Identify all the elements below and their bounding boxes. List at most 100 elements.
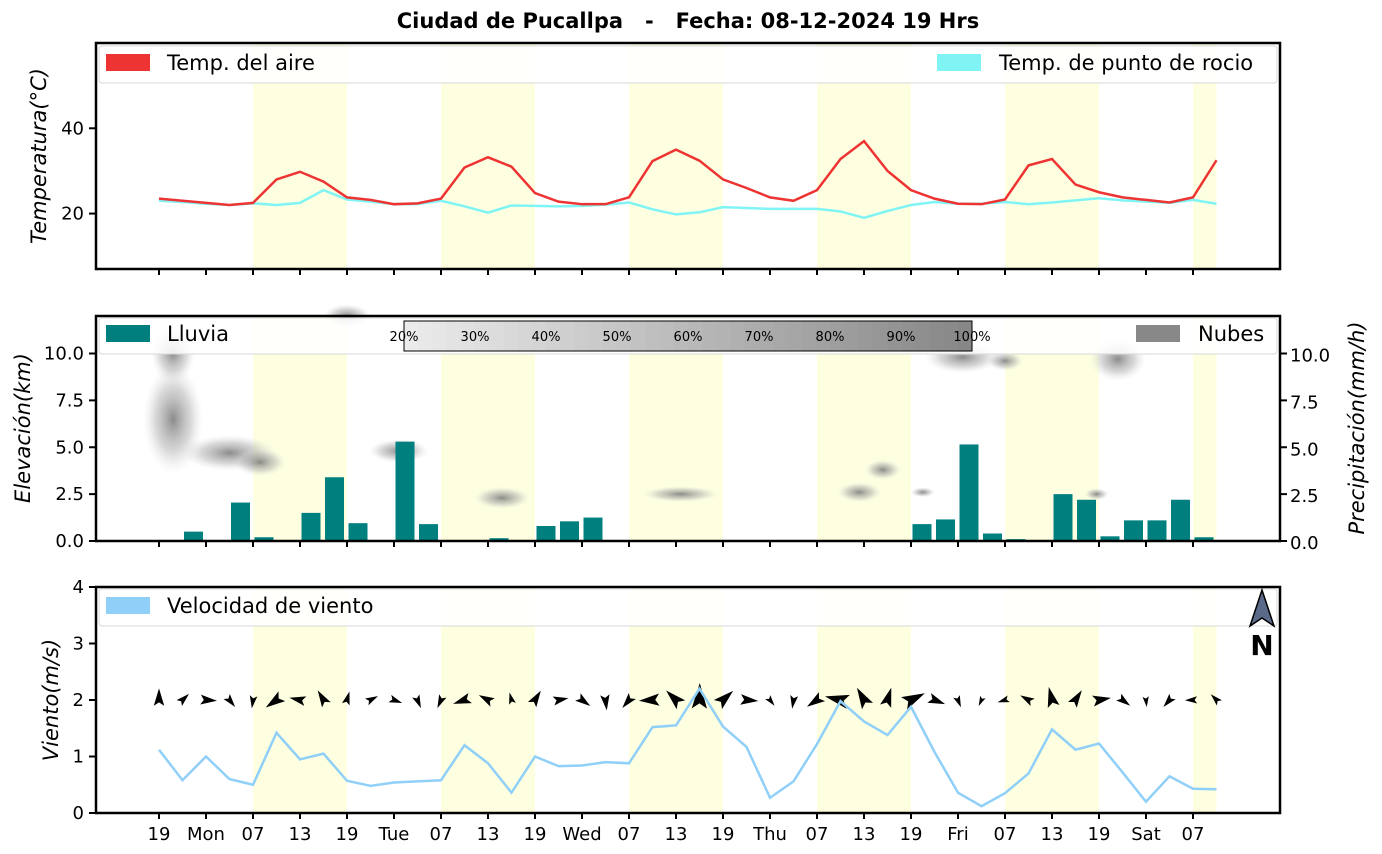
colorbar-segment: [432, 321, 448, 351]
rain-bar: [1147, 520, 1167, 541]
cloud-contour: [987, 351, 1023, 371]
colorbar-segment: [404, 321, 419, 351]
wind-arrow: [880, 687, 892, 708]
wind-arrow: [437, 694, 447, 709]
colorbar-label: 80%: [816, 330, 845, 345]
colorbar-label: 50%: [603, 330, 632, 345]
wind-panel: 0 1 2 3 4 Velocidad de viento N Viento(m/s): [39, 577, 1282, 824]
daytime-band: [1193, 587, 1217, 813]
wind-arrow-head: [437, 694, 447, 709]
wind-arrow-head: [1184, 696, 1198, 704]
wind-arrow: [1116, 693, 1131, 706]
colorbar-segment: [943, 321, 959, 351]
wind-arrow: [713, 690, 734, 710]
wind-arrow: [509, 692, 516, 705]
rain-bar: [1100, 536, 1120, 541]
wind-arrow: [153, 688, 165, 706]
wind-arrow: [412, 694, 421, 709]
x-tick-label: Thu: [752, 824, 787, 845]
wind-arrow-head: [622, 693, 636, 708]
y-tick-label: 40: [61, 118, 84, 139]
precipitation-panel: 0.0 0.02.5 2.55.0 5.07.5 7.510.0 10.0 Lluvia …: [11, 304, 1369, 554]
x-tick-label: 19: [524, 824, 547, 845]
daytime-band: [1193, 316, 1217, 541]
colorbar-segment: [787, 321, 803, 351]
wind-arrow: [249, 695, 258, 709]
y-tick-label: 5.0: [55, 437, 84, 458]
colorbar-label: 20%: [390, 330, 419, 345]
rain-bar: [325, 477, 344, 541]
wind-arrow-head: [1116, 693, 1131, 706]
wind-arrow-head: [997, 695, 1010, 703]
colorbar-segment: [475, 321, 490, 351]
colorbar-segment: [858, 321, 874, 351]
cloud-contour: [474, 486, 531, 509]
colorbar-segment: [773, 321, 788, 351]
y-tick-label: 0.0: [55, 531, 84, 552]
wind-arrow: [600, 694, 610, 711]
colorbar-segment: [886, 321, 902, 351]
colorbar-segment: [730, 321, 746, 351]
legend-label-clouds: Nubes: [1198, 322, 1264, 346]
colorbar-segment: [815, 321, 831, 351]
colorbar-segment: [801, 321, 817, 351]
wind-arrow-head: [365, 696, 378, 706]
wind-arrow: [997, 695, 1010, 703]
wind-speed-line: [158, 686, 1217, 808]
wind-arrow-head: [806, 692, 826, 707]
y-tick-label-right: 2.5: [1290, 486, 1319, 507]
y-tick-label: 0: [73, 803, 84, 824]
wind-arrow-head: [1020, 695, 1035, 707]
wind-arrow-head: [249, 695, 258, 709]
colorbar-segment: [844, 321, 859, 351]
y-tick-label: 1: [73, 747, 84, 768]
rain-bar: [231, 502, 250, 541]
wind-arrow: [638, 693, 660, 706]
cloud-contour: [910, 487, 935, 498]
colorbar-segment: [688, 321, 703, 351]
wind-arrow-head: [740, 694, 759, 705]
wind-arrow-head: [1047, 686, 1060, 708]
wind-arrow: [1020, 695, 1035, 707]
x-tick-label: 13: [477, 824, 500, 845]
rain-bar: [560, 521, 579, 541]
colorbar-segment: [673, 321, 689, 351]
colorbar-segment: [418, 321, 433, 351]
legend-swatch-wind: [106, 597, 150, 614]
wind-arrow-head: [176, 693, 190, 706]
wind-arrow: [978, 695, 986, 706]
wind-arrow-head: [317, 690, 331, 708]
x-tick-label: 07: [994, 824, 1017, 845]
rain-bar: [301, 512, 321, 541]
wind-arrow: [365, 696, 378, 706]
colorbar-segment: [702, 321, 717, 351]
y-tick-label: 2: [73, 690, 84, 711]
rain-bar: [912, 524, 932, 541]
legend-label-dew: Temp. de punto de rocio: [998, 51, 1253, 75]
legend-label-air: Temp. del aire: [166, 51, 315, 75]
colorbar-segment: [716, 321, 732, 351]
colorbar-segment: [929, 321, 945, 351]
legend-swatch-dew: [937, 54, 981, 71]
wind-arrow-head: [880, 687, 892, 708]
colorbar-segment: [915, 321, 930, 351]
north-arrow-icon: N: [1248, 587, 1276, 662]
wind-arrow-head: [691, 683, 708, 709]
temperature-frame: [94, 41, 1282, 271]
y-tick-label-right: 10.0: [1290, 346, 1330, 367]
wind-arrow-head: [341, 691, 350, 706]
wind-arrow: [622, 693, 636, 708]
y-tick-label-right: 7.5: [1290, 392, 1319, 413]
wind-arrow-head: [223, 693, 236, 707]
wind-frame: [94, 585, 1282, 815]
x-tick-label: 19: [1088, 824, 1111, 845]
wind-arrow-head: [927, 693, 946, 705]
wind-arrow: [341, 691, 350, 706]
wind-arrow-head: [388, 694, 403, 703]
wind-arrow-head: [478, 695, 495, 707]
wind-arrow: [1142, 696, 1149, 707]
rain-bar: [959, 444, 979, 541]
wind-arrow: [953, 695, 961, 708]
